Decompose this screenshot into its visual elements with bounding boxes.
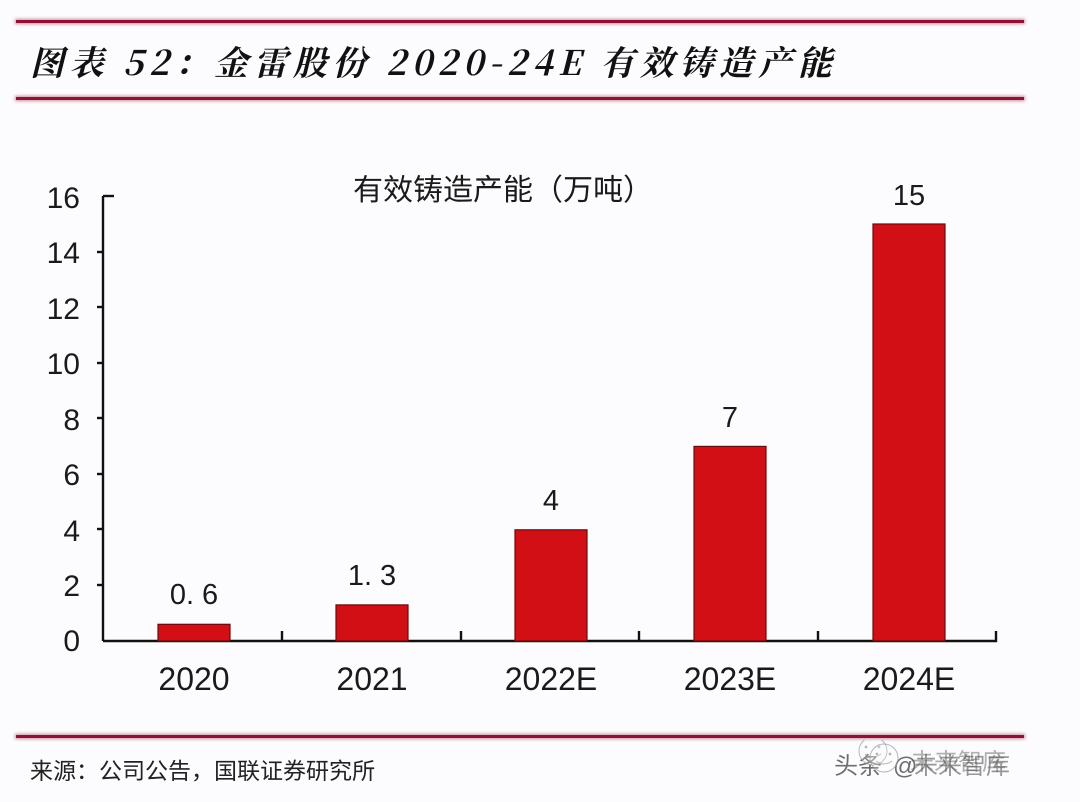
svg-text:6: 6 [63, 459, 80, 492]
svg-text:12: 12 [47, 293, 80, 326]
svg-text:0: 0 [63, 625, 80, 658]
svg-text:4: 4 [63, 515, 80, 548]
svg-text:8: 8 [63, 404, 80, 437]
svg-text:2: 2 [63, 570, 80, 603]
svg-text:未来智库: 未来智库 [910, 742, 1006, 777]
svg-text:7: 7 [722, 402, 738, 434]
svg-text:15: 15 [893, 180, 925, 212]
svg-text:2020: 2020 [158, 661, 229, 697]
svg-text:14: 14 [47, 237, 80, 270]
svg-text:2022E: 2022E [505, 661, 598, 697]
svg-text:0. 6: 0. 6 [170, 579, 218, 611]
svg-text:2024E: 2024E [863, 661, 956, 697]
svg-text:1. 3: 1. 3 [348, 560, 396, 592]
svg-text:16: 16 [47, 182, 80, 215]
svg-text:2023E: 2023E [684, 661, 777, 697]
svg-text:有效铸造产能（万吨）: 有效铸造产能（万吨） [353, 165, 653, 209]
svg-text:10: 10 [47, 348, 80, 381]
svg-text:4: 4 [543, 485, 559, 517]
svg-text:2021: 2021 [336, 661, 407, 697]
